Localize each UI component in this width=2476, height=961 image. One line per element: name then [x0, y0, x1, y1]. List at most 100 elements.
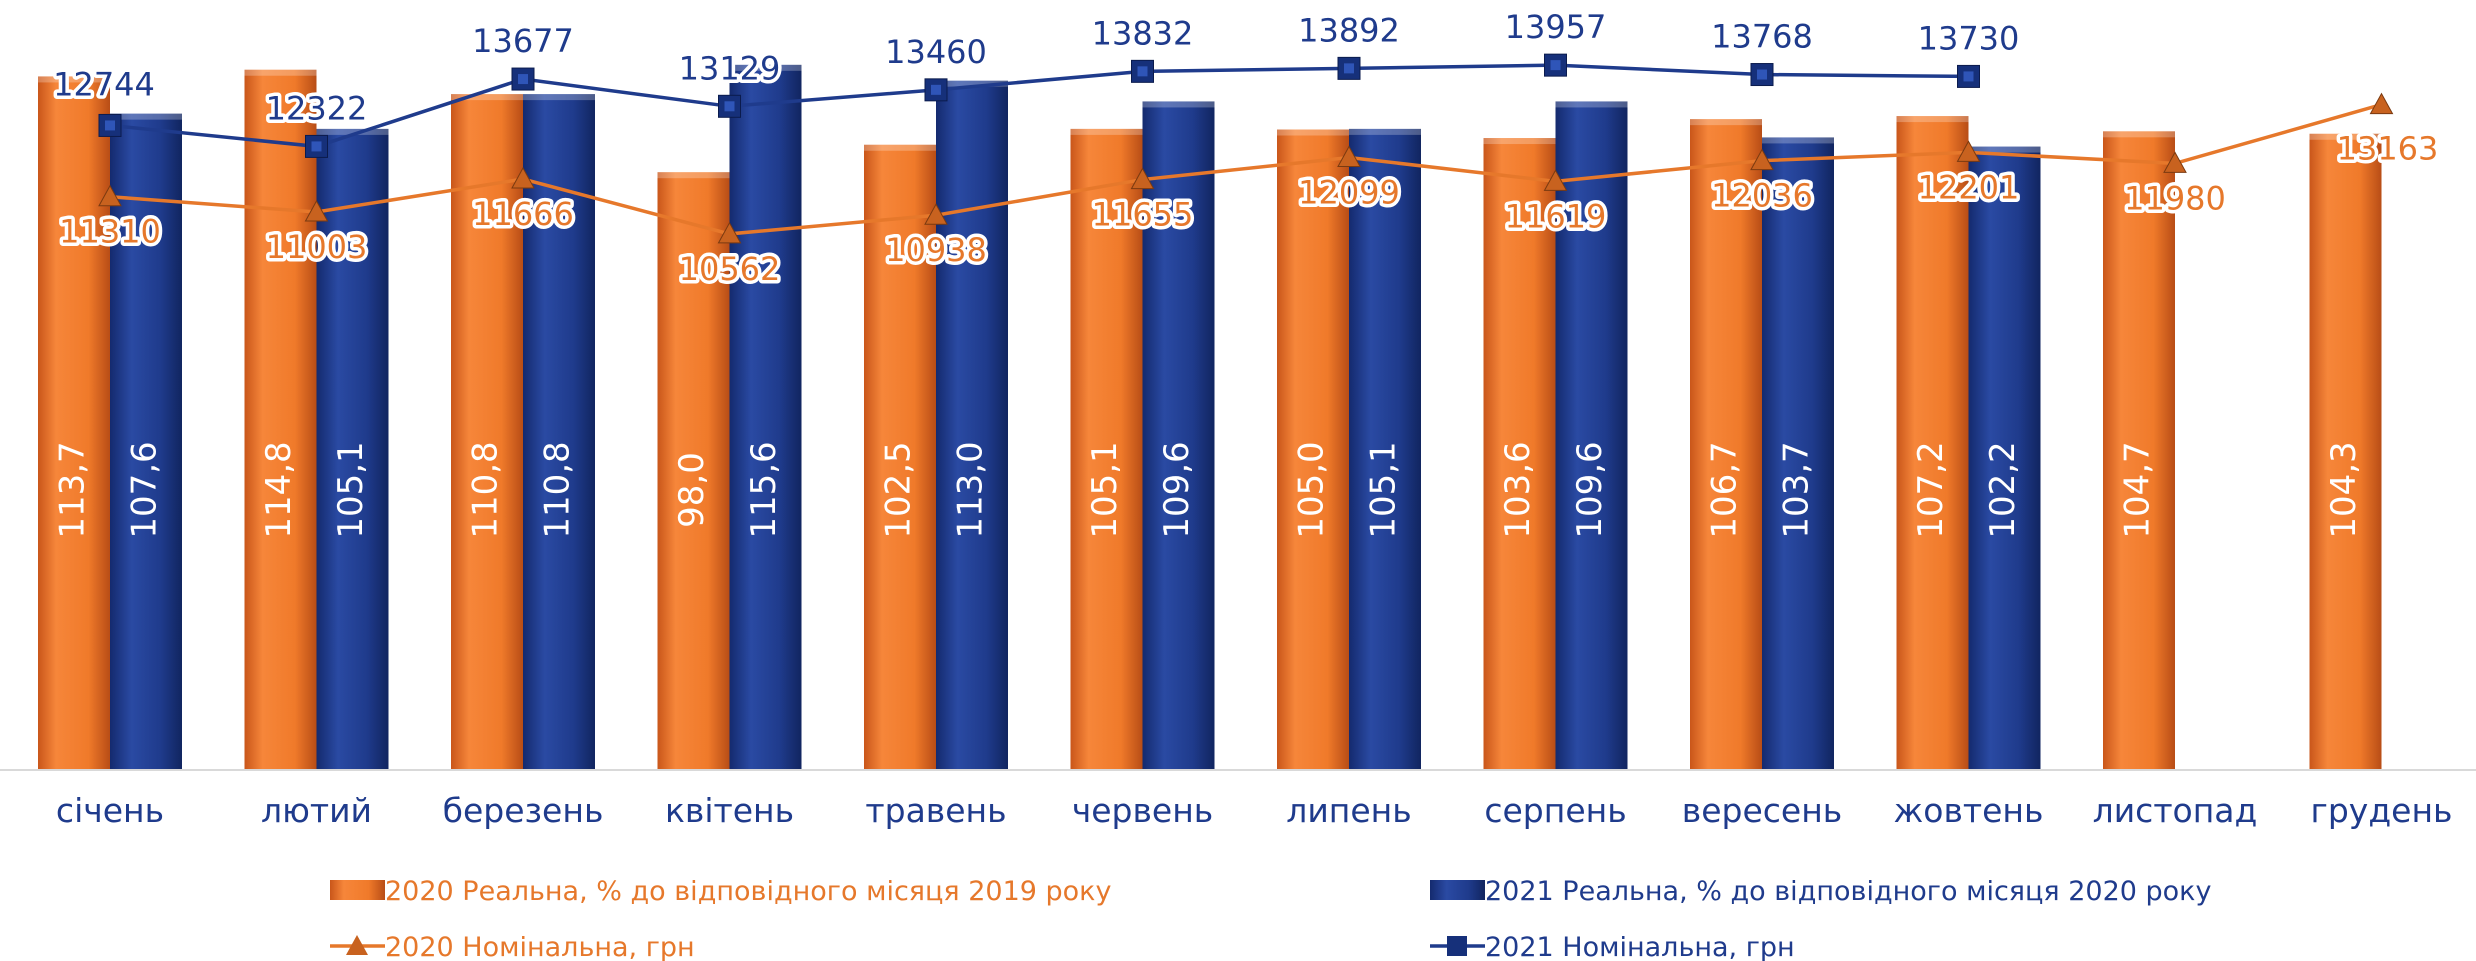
bar-highlight: [110, 113, 182, 120]
bar: [1555, 101, 1628, 770]
bar-highlight: [1690, 119, 1762, 126]
line-value-label: 11655: [1092, 196, 1194, 234]
bar: [451, 94, 523, 771]
x-tick-label: квітень: [665, 791, 794, 830]
bar-highlight: [936, 80, 1008, 87]
bar-value-label: 105,1: [1364, 441, 1404, 538]
line-value-label: 12201: [1918, 168, 2020, 206]
bar-highlight: [244, 69, 317, 76]
bar-highlight: [1762, 137, 1834, 144]
line-marker: [2369, 92, 2394, 115]
legend-label: 2021 Реальна, % до відповідного місяця 2…: [1485, 876, 2211, 907]
bar: [1349, 128, 1421, 770]
bar-highlight: [316, 128, 389, 135]
bar-value-label: 103,6: [1498, 441, 1538, 538]
line-value-label: 10562: [679, 250, 781, 288]
bar-value-label: 102,5: [879, 441, 919, 538]
line-marker: [1750, 148, 1774, 171]
bar-highlight: [1349, 128, 1421, 135]
bar-highlight: [2103, 131, 2175, 138]
x-axis: січень лютий березень квітень травень червень…: [0, 769, 2476, 830]
legend-swatch: [1430, 880, 1485, 900]
line-marker-inner: [105, 120, 115, 131]
bar: [864, 144, 936, 770]
line-value-label: 13957: [1505, 8, 1607, 46]
bar-highlight: [1555, 101, 1628, 108]
legend-marker: [346, 935, 368, 955]
bar-value-label: 105,0: [1292, 441, 1332, 538]
bar-value-label: 103,7: [1777, 441, 1817, 538]
series-line: [109, 63, 1969, 149]
line-marker-inner: [311, 141, 322, 152]
x-tick-label: листопад: [2093, 791, 2258, 830]
bar: [316, 128, 389, 770]
x-tick-label: березень: [443, 791, 604, 830]
line-value-label: 12744: [53, 65, 155, 103]
line-marker-inner: [518, 74, 528, 85]
bar-highlight: [1896, 116, 1969, 123]
x-tick-label: серпень: [1484, 791, 1626, 830]
bar-value-label: 105,1: [331, 441, 371, 538]
x-tick-label: жовтень: [1894, 791, 2044, 830]
line-marker-inner: [1757, 69, 1767, 80]
bar: [2309, 133, 2382, 770]
bar-highlight: [1968, 146, 2041, 153]
bar-highlight: [657, 172, 730, 179]
series-line: [109, 102, 2382, 236]
bar: [2103, 131, 2175, 770]
line-marker: [98, 184, 122, 207]
bar: [1142, 101, 1215, 770]
bar-value-label: 109,6: [1570, 441, 1610, 538]
line-marker-inner: [1550, 60, 1561, 71]
line-marker-inner: [1137, 66, 1148, 77]
x-tick-label: вересень: [1682, 791, 1842, 830]
line-value-label: 11310: [59, 213, 161, 251]
line-value-label: 11980: [2124, 179, 2226, 217]
bar-value-label: 109,6: [1157, 441, 1197, 538]
bar-highlight: [1277, 129, 1349, 136]
bar: [1070, 128, 1143, 770]
bar-highlight: [729, 64, 802, 71]
bar-value-label: 98,0: [672, 452, 712, 528]
line-marker: [1543, 169, 1568, 191]
x-tick-label: грудень: [2311, 791, 2453, 830]
bar: [38, 76, 110, 771]
bar: [110, 113, 182, 770]
bar-value-label: 104,3: [2324, 441, 2364, 538]
bar-highlight: [38, 76, 110, 83]
line-value-label: 12036: [1711, 177, 1813, 215]
bar: [936, 80, 1008, 770]
bar-value-label: 107,6: [125, 441, 165, 538]
bar-value-label: 104,7: [2118, 441, 2158, 538]
bar-value-label: 102,2: [1983, 441, 2023, 538]
bar: [1277, 129, 1349, 770]
bar: [1762, 137, 1834, 770]
line-marker-inner: [724, 101, 735, 112]
legend-label: 2020 Реальна, % до відповідного місяця 2…: [385, 876, 1111, 907]
x-tick-label: травень: [865, 791, 1006, 830]
bar-value-label: 114,8: [259, 441, 299, 538]
line-value-label: 11666: [472, 195, 574, 233]
line-value-label: 13163: [2337, 130, 2439, 168]
line-value-label: 10938: [885, 231, 987, 269]
x-tick-label: червень: [1072, 791, 1214, 830]
bar: [1483, 138, 1556, 771]
bar-value-label: 110,8: [466, 441, 506, 538]
line-value-label: 11003: [266, 228, 368, 266]
line-value-label: 12322: [266, 89, 368, 127]
bar-value-label: 110,8: [538, 441, 578, 538]
bar-value-label: 115,6: [744, 441, 784, 538]
bar-highlight: [451, 94, 523, 101]
bars-layer: 113,7 114,8 110,8 98,0 102,5 105,1 105,0 103,6 1…: [38, 64, 2382, 771]
bar-highlight: [1070, 128, 1143, 135]
line-value-label: 13832: [1092, 14, 1194, 52]
legend-label: 2020 Номінальна, грн: [385, 932, 695, 961]
bar: [244, 69, 317, 771]
bar-highlight: [1483, 138, 1556, 145]
bar-value-label: 113,0: [951, 441, 991, 538]
line-value-label: 13129: [679, 49, 781, 87]
bar: [1968, 146, 2041, 770]
line-marker: [511, 166, 535, 189]
